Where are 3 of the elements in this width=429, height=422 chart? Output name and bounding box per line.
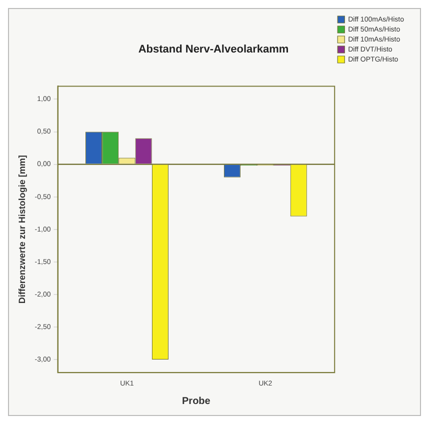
x-axis-title: Probe xyxy=(182,396,211,407)
y-axis-title: Differenzwerte zur Histologie [mm] xyxy=(16,155,27,304)
chart-title: Abstand Nerv-Alveolarkamm xyxy=(138,44,289,56)
